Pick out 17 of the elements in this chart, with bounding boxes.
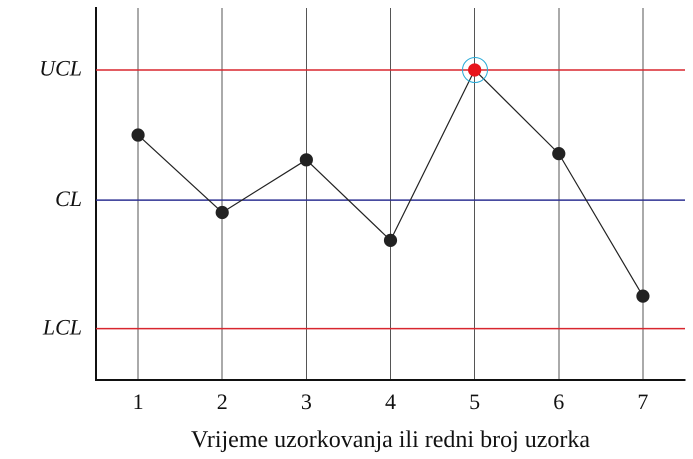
x-tick-label: 5 — [469, 388, 480, 414]
point — [131, 128, 145, 142]
x-tick-label: 2 — [216, 388, 228, 414]
ref-line-label: CL — [55, 186, 82, 211]
ref-line-label: UCL — [39, 56, 82, 81]
ref-line-label: LCL — [42, 314, 82, 340]
point — [552, 147, 566, 160]
x-tick-label: 1 — [132, 388, 144, 414]
point — [384, 234, 398, 247]
x-axis-title: Vrijeme uzorkovanja ili redni broj uzorka — [190, 426, 590, 453]
point — [216, 206, 229, 220]
x-tick-label: 4 — [385, 388, 396, 414]
x-tick-label: 7 — [637, 388, 648, 414]
x-tick-label: 6 — [553, 388, 564, 414]
x-tick-label: 3 — [300, 388, 312, 414]
point — [300, 153, 313, 166]
point — [636, 290, 650, 303]
